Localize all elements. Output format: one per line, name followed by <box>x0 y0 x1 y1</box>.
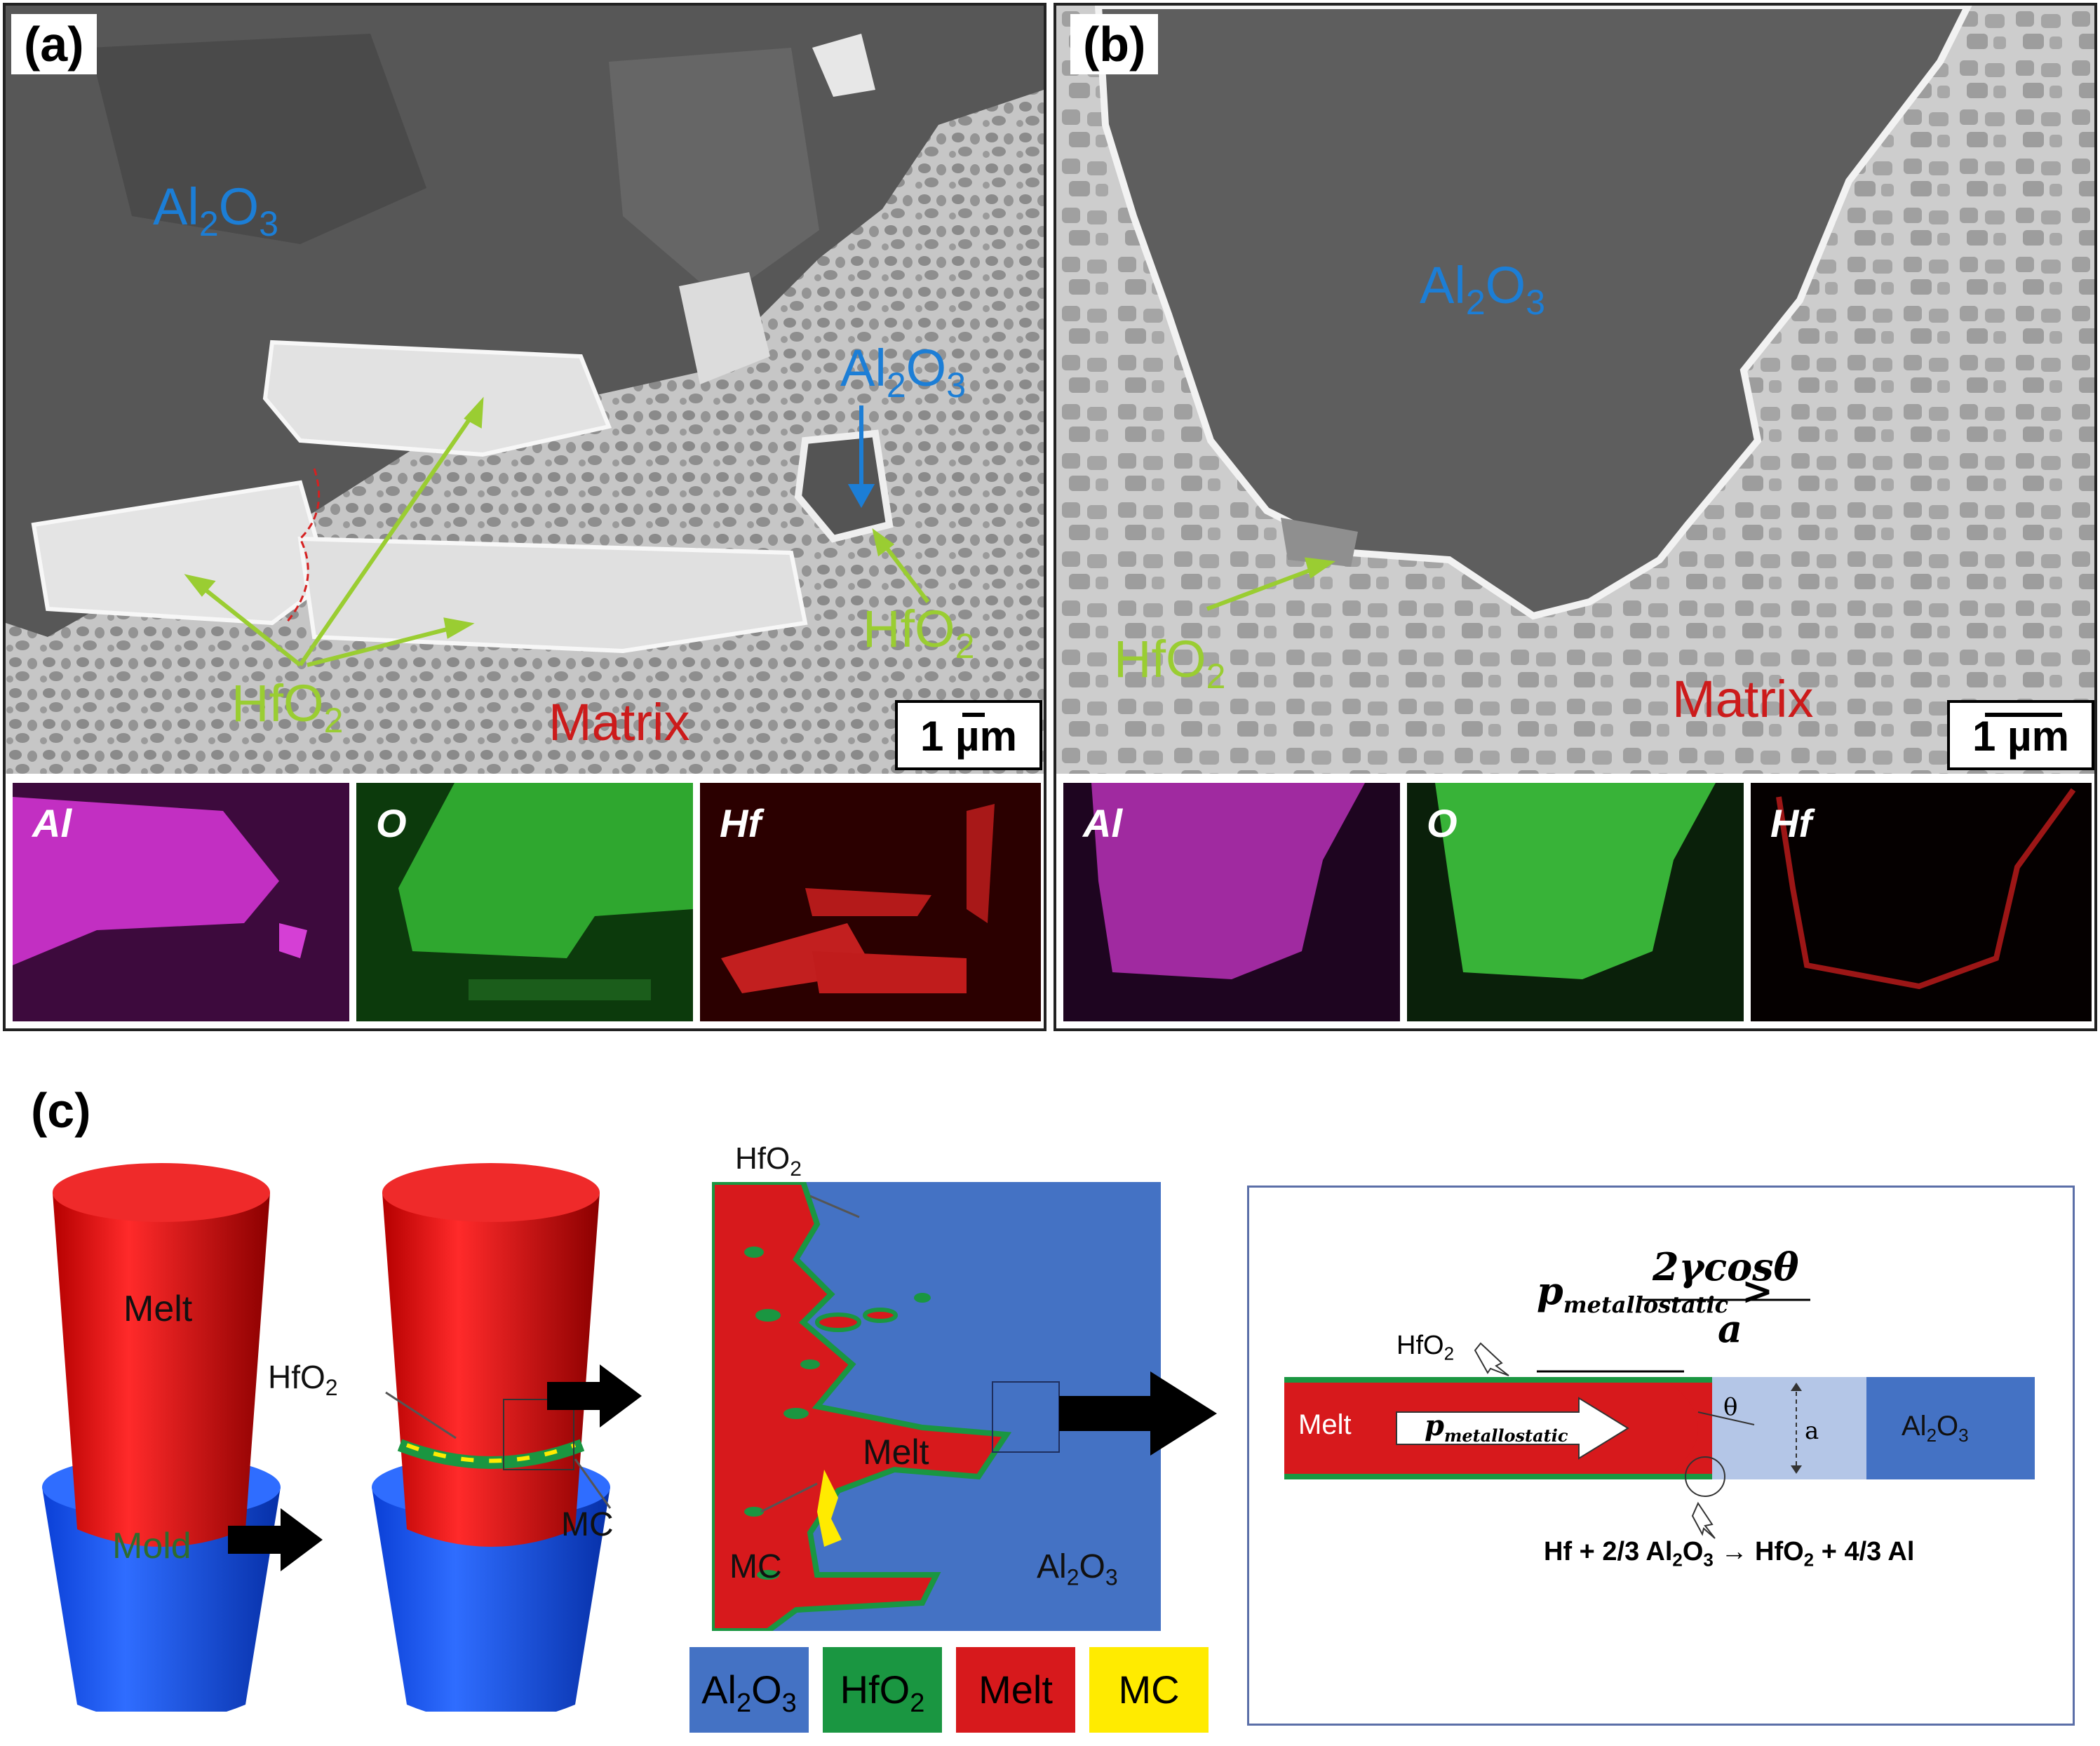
sem-image-b-drawing <box>1056 6 2094 774</box>
label-melt-schematic: Melt <box>1298 1409 1352 1440</box>
cone-drawing-1 <box>42 1163 281 1712</box>
label-matrix: Matrix <box>548 693 690 751</box>
sem-image-a-drawing <box>6 6 1044 774</box>
map-label-o-b: O <box>1427 801 1458 845</box>
label-p-arrow: pmetallostatic <box>1425 1409 1568 1446</box>
label-al2o3-cross: Al2O3 <box>1037 1548 1118 1590</box>
equation-lhs: pmetallostatic > <box>1537 1268 1774 1318</box>
label-melt-cone1: Melt <box>123 1289 193 1329</box>
panel-a: (a) Al2O3 Al2O3 HfO2 HfO2 Matrix 1 µm Al… <box>3 3 1046 1031</box>
map-label-al-b: Al <box>1083 801 1122 845</box>
panel-b-tag: (b) <box>1070 14 1159 74</box>
eds-map-hf-a: Hf <box>700 783 1041 1021</box>
arrow-3 <box>1059 1371 1217 1456</box>
sem-image-b: (b) Al2O3 HfO2 Matrix 1 µm <box>1056 6 2094 774</box>
label-mc-cone2: MC <box>561 1506 614 1543</box>
cone-drawing-2 <box>372 1163 612 1712</box>
legend-al2o3: Al2O3 <box>689 1647 809 1733</box>
equation-denominator: a <box>1718 1306 1742 1351</box>
label-theta: θ <box>1723 1393 1738 1421</box>
legend-hfo2: HfO2 <box>823 1647 942 1733</box>
eds-map-al-a: Al <box>13 783 349 1021</box>
label-al2o3-schematic: Al2O3 <box>1902 1411 1969 1446</box>
label-al2o3: Al2O3 <box>153 177 278 243</box>
label-hfo2-b: HfO2 <box>1114 630 1226 696</box>
map-label-al: Al <box>32 801 72 845</box>
label-hfo2-right: HfO2 <box>863 600 975 666</box>
equation-numerator: 2γcosθ <box>1653 1244 1799 1289</box>
panel-c: (c) Melt Mold HfO2 MC <box>0 1059 2100 1745</box>
map-label-o: O <box>376 801 407 845</box>
scale-bar-b: 1 µm <box>1947 700 2094 770</box>
map-label-hf: Hf <box>720 801 762 845</box>
label-hfo2-cone2: HfO2 <box>268 1359 338 1401</box>
eds-map-al-b: Al <box>1063 783 1400 1021</box>
label-hfo2-main: HfO2 <box>231 674 344 740</box>
arrow-1 <box>228 1508 323 1571</box>
scale-bar-a: 1 µm <box>895 700 1042 770</box>
label-mold-cone1: Mold <box>112 1526 191 1566</box>
map-label-hf-b: Hf <box>1770 801 1812 845</box>
arrow-2 <box>547 1364 642 1428</box>
schematic-box: pmetallostatic > 2γcosθ a HfO2 Melt pmet… <box>1247 1186 2075 1726</box>
label-hfo2-schematic: HfO2 <box>1396 1331 1455 1364</box>
schematic-drawing <box>1284 1298 2035 1539</box>
panel-b: (b) Al2O3 HfO2 Matrix 1 µm Al O Hf <box>1054 3 2097 1031</box>
label-matrix-b: Matrix <box>1672 670 1814 728</box>
label-hfo2-cross: HfO2 <box>735 1141 802 1181</box>
label-al2o3-b: Al2O3 <box>1420 256 1545 322</box>
label-mc-cross: MC <box>729 1548 782 1585</box>
label-a: a <box>1805 1417 1819 1445</box>
eds-map-o-a: O <box>356 783 693 1021</box>
reaction-equation: Hf + 2/3 Al2O3 → HfO2 + 4/3 Al <box>1544 1537 1915 1571</box>
label-melt-cross: Melt <box>863 1432 929 1472</box>
panel-c-tag: (c) <box>31 1083 91 1138</box>
sem-image-a: (a) Al2O3 Al2O3 HfO2 HfO2 Matrix 1 µm <box>6 6 1044 774</box>
legend-melt: Melt <box>956 1647 1075 1733</box>
legend-mc: MC <box>1089 1647 1209 1733</box>
panel-a-tag: (a) <box>11 14 97 74</box>
eds-map-hf-b: Hf <box>1751 783 2092 1021</box>
eds-map-o-b: O <box>1407 783 1744 1021</box>
label-al2o3-small: Al2O3 <box>840 339 966 405</box>
